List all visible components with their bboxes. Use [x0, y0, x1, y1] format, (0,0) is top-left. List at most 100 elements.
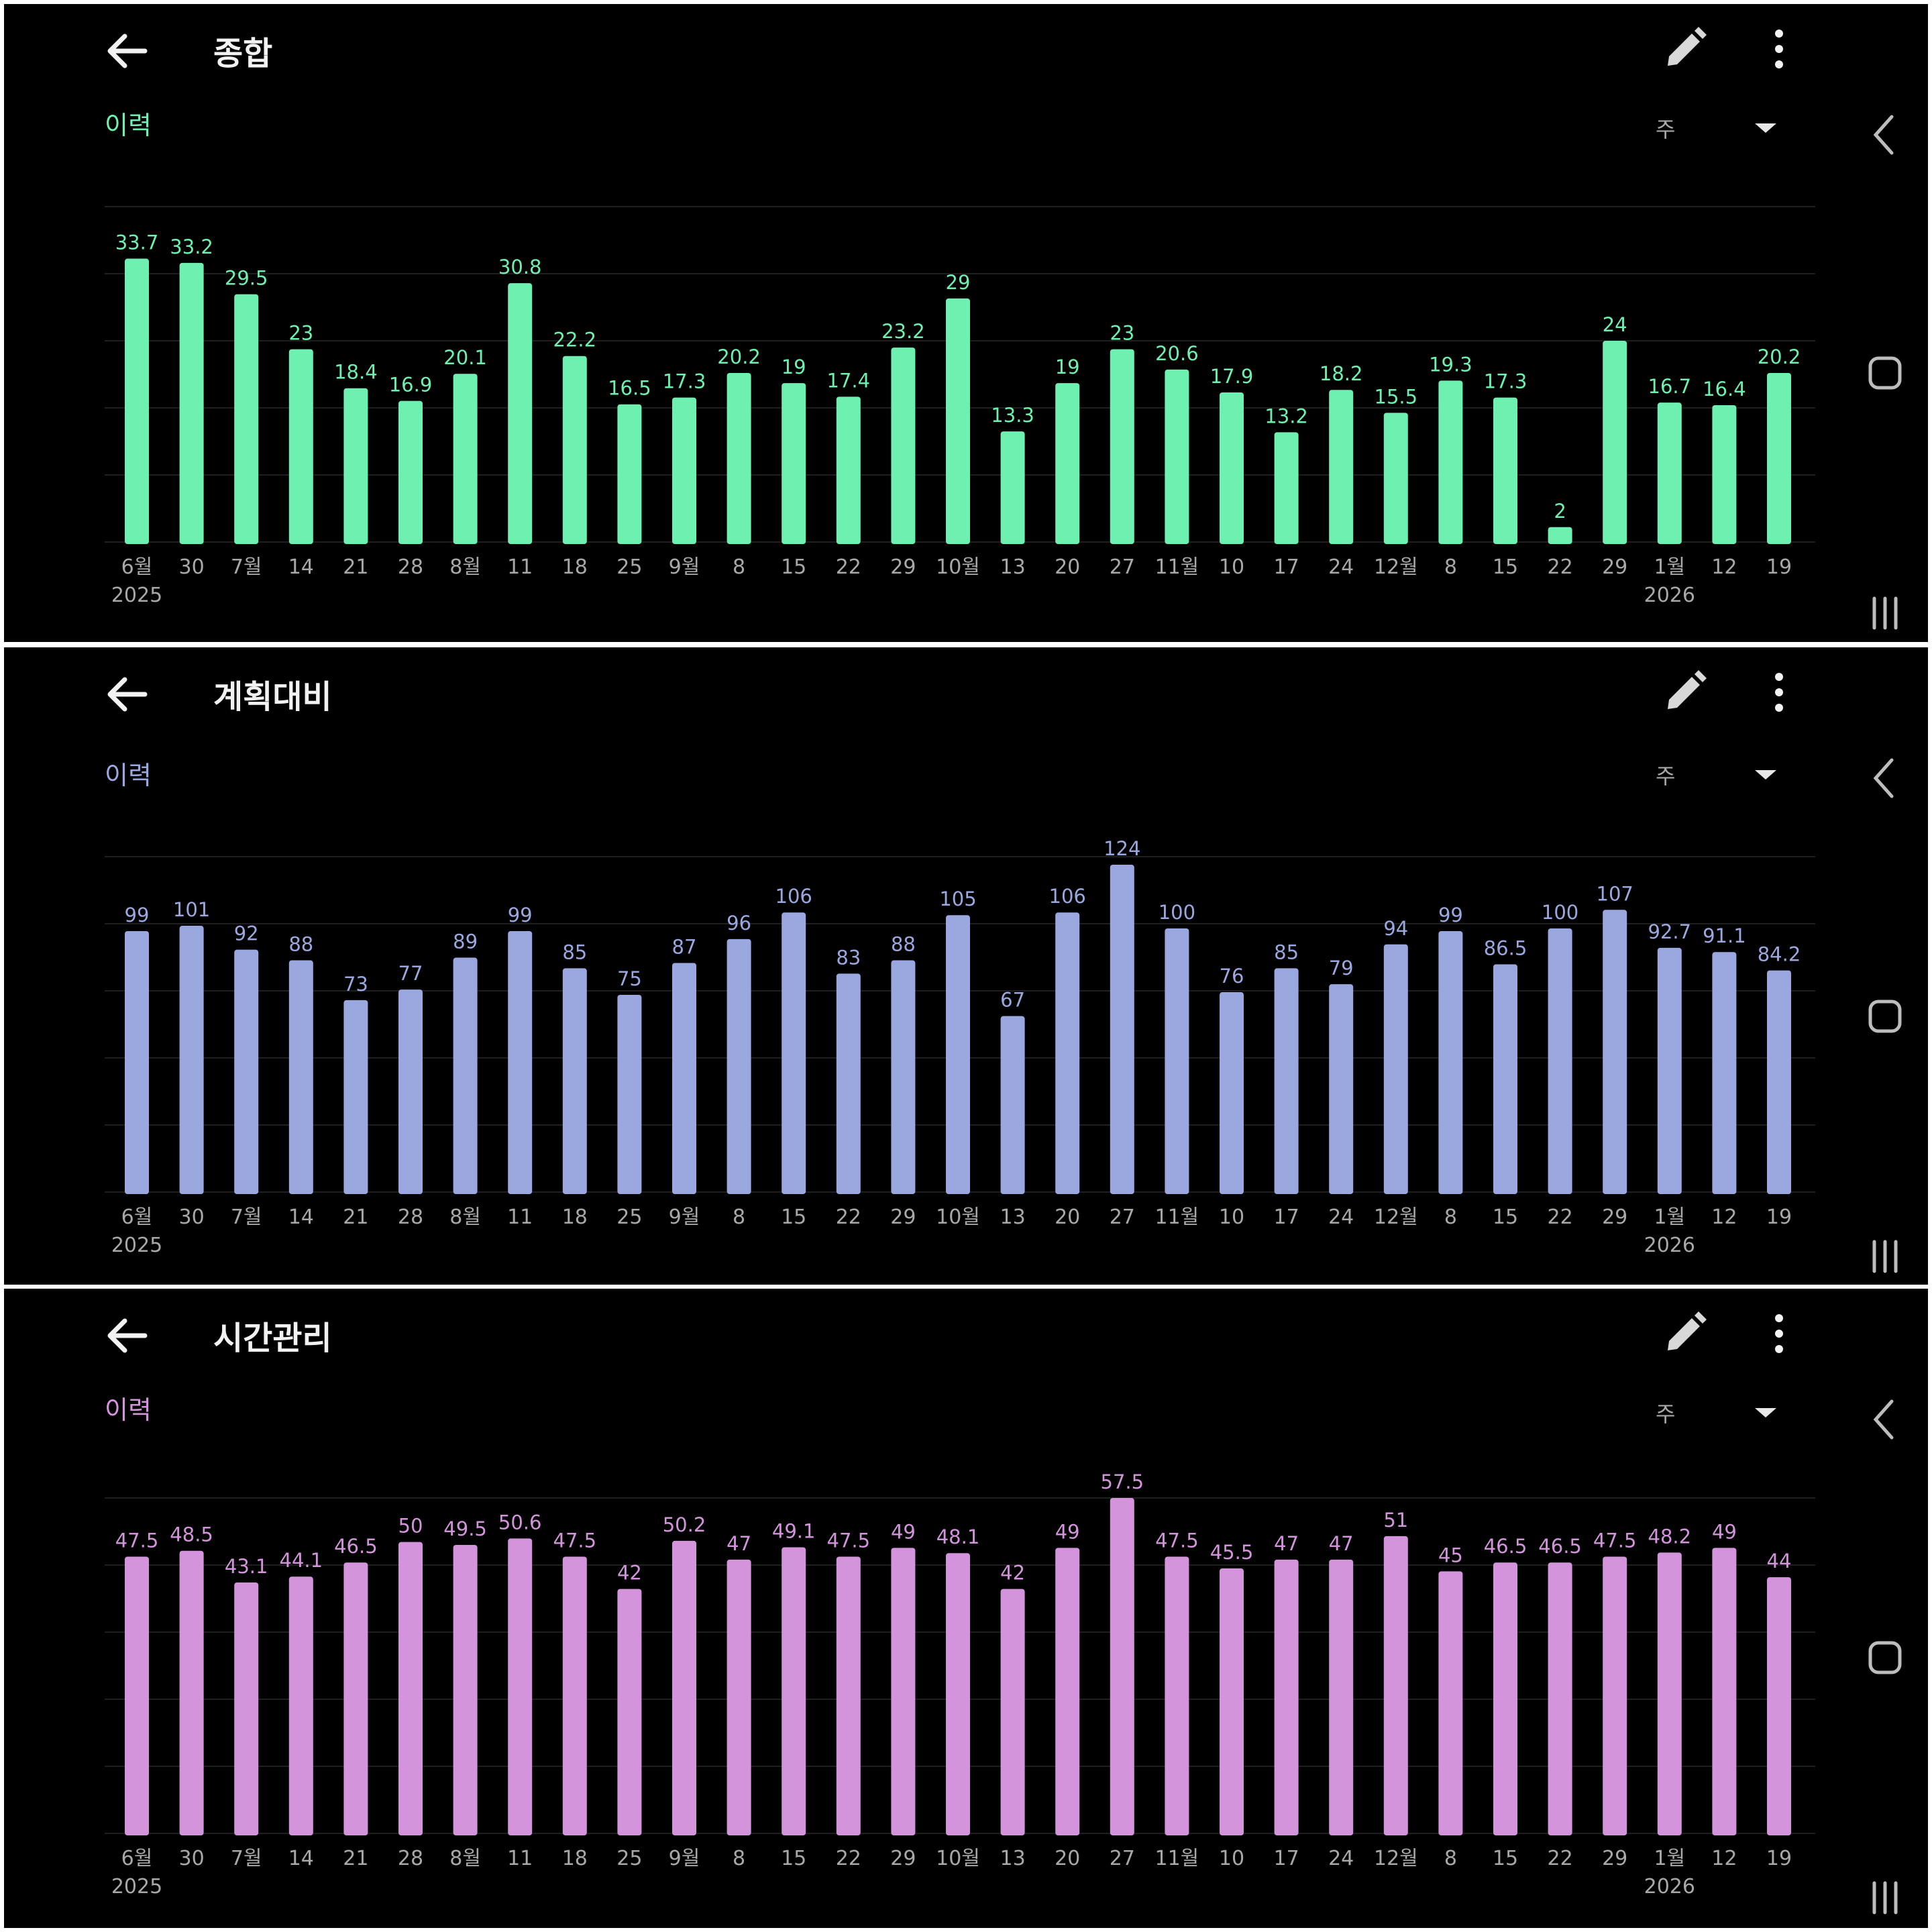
bar[interactable] — [453, 374, 478, 544]
bar[interactable] — [1383, 1536, 1408, 1835]
bar[interactable] — [1767, 970, 1791, 1194]
bar[interactable] — [343, 1000, 368, 1194]
bar[interactable] — [946, 298, 970, 544]
bar[interactable] — [1383, 413, 1408, 544]
period-dropdown[interactable]: 주 — [1641, 105, 1795, 152]
more-options-button[interactable] — [1766, 25, 1792, 72]
nav-home-button[interactable] — [1865, 1638, 1905, 1678]
bar[interactable] — [1000, 431, 1025, 544]
bar[interactable] — [1657, 947, 1682, 1194]
bar[interactable] — [1383, 944, 1408, 1194]
bar[interactable] — [1220, 392, 1244, 544]
bar[interactable] — [727, 938, 751, 1194]
bar[interactable] — [672, 397, 696, 544]
bar[interactable] — [1438, 380, 1463, 544]
bar[interactable] — [1603, 910, 1627, 1194]
bar[interactable] — [1438, 930, 1463, 1194]
bar[interactable] — [1548, 1562, 1572, 1835]
bar[interactable] — [1329, 984, 1354, 1194]
bar[interactable] — [1712, 952, 1737, 1194]
nav-home-button[interactable] — [1865, 996, 1905, 1036]
bar[interactable] — [1220, 1568, 1244, 1835]
bar[interactable] — [508, 283, 533, 544]
bar[interactable] — [1274, 1559, 1299, 1835]
more-options-button[interactable] — [1766, 1310, 1792, 1357]
bar[interactable] — [179, 926, 204, 1194]
bar[interactable] — [727, 372, 751, 544]
bar[interactable] — [891, 347, 916, 544]
bar[interactable] — [617, 404, 642, 544]
nav-back-button[interactable] — [1868, 1396, 1901, 1443]
bar[interactable] — [453, 1544, 478, 1835]
back-button[interactable] — [105, 31, 152, 71]
bar[interactable] — [1767, 372, 1791, 544]
bar[interactable] — [1493, 964, 1517, 1194]
bar[interactable] — [1493, 1562, 1517, 1835]
more-options-button[interactable] — [1766, 669, 1792, 716]
bar[interactable] — [1712, 1548, 1737, 1835]
bar[interactable] — [288, 960, 313, 1194]
bar[interactable] — [1712, 405, 1737, 544]
bar[interactable] — [1767, 1577, 1791, 1835]
bar[interactable] — [562, 968, 587, 1194]
edit-button[interactable] — [1661, 25, 1708, 72]
bar[interactable] — [179, 1550, 204, 1835]
bar[interactable] — [453, 957, 478, 1194]
nav-back-button[interactable] — [1868, 111, 1901, 158]
bar[interactable] — [1000, 1589, 1025, 1835]
bar[interactable] — [1165, 928, 1189, 1194]
bar[interactable] — [1055, 912, 1080, 1194]
bar[interactable] — [836, 973, 861, 1194]
bar[interactable] — [1055, 383, 1080, 544]
bar[interactable] — [617, 995, 642, 1194]
bar[interactable] — [891, 1548, 916, 1835]
bar[interactable] — [836, 396, 861, 544]
bar[interactable] — [782, 912, 806, 1194]
bar[interactable] — [1110, 864, 1134, 1194]
bar[interactable] — [125, 1556, 149, 1835]
nav-back-button[interactable] — [1868, 755, 1901, 802]
bar[interactable] — [1438, 1571, 1463, 1835]
bar[interactable] — [1165, 1556, 1189, 1835]
bar[interactable] — [891, 960, 916, 1194]
bar[interactable] — [1603, 1556, 1627, 1835]
bar[interactable] — [1220, 992, 1244, 1194]
bar[interactable] — [1329, 1559, 1354, 1835]
bar[interactable] — [1493, 397, 1517, 544]
bar[interactable] — [179, 262, 204, 544]
bar[interactable] — [398, 989, 423, 1194]
bar[interactable] — [508, 930, 533, 1194]
edit-button[interactable] — [1661, 669, 1708, 716]
bar[interactable] — [125, 930, 149, 1194]
bar[interactable] — [1657, 402, 1682, 544]
back-button[interactable] — [105, 1316, 152, 1356]
bar[interactable] — [343, 388, 368, 544]
bar[interactable] — [1110, 1498, 1134, 1835]
bar[interactable] — [727, 1559, 751, 1835]
bar[interactable] — [234, 1582, 259, 1835]
bar[interactable] — [125, 258, 149, 544]
bar[interactable] — [398, 400, 423, 544]
period-dropdown[interactable]: 주 — [1641, 1389, 1795, 1436]
bar[interactable] — [1274, 968, 1299, 1194]
bar[interactable] — [836, 1556, 861, 1835]
back-button[interactable] — [105, 674, 152, 714]
bar[interactable] — [672, 963, 696, 1194]
edit-button[interactable] — [1661, 1310, 1708, 1357]
bar[interactable] — [1329, 390, 1354, 544]
bar[interactable] — [398, 1542, 423, 1835]
bar[interactable] — [1548, 527, 1572, 544]
bar[interactable] — [562, 356, 587, 544]
bar[interactable] — [782, 1547, 806, 1835]
bar[interactable] — [1110, 349, 1134, 544]
bar[interactable] — [1603, 341, 1627, 544]
period-dropdown[interactable]: 주 — [1641, 751, 1795, 798]
bar[interactable] — [1548, 928, 1572, 1194]
bar[interactable] — [508, 1538, 533, 1835]
bar[interactable] — [562, 1556, 587, 1835]
nav-recents-button[interactable] — [1866, 594, 1904, 632]
bar[interactable] — [672, 1540, 696, 1835]
bar[interactable] — [234, 949, 259, 1194]
bar[interactable] — [1000, 1016, 1025, 1194]
bar[interactable] — [946, 915, 970, 1194]
